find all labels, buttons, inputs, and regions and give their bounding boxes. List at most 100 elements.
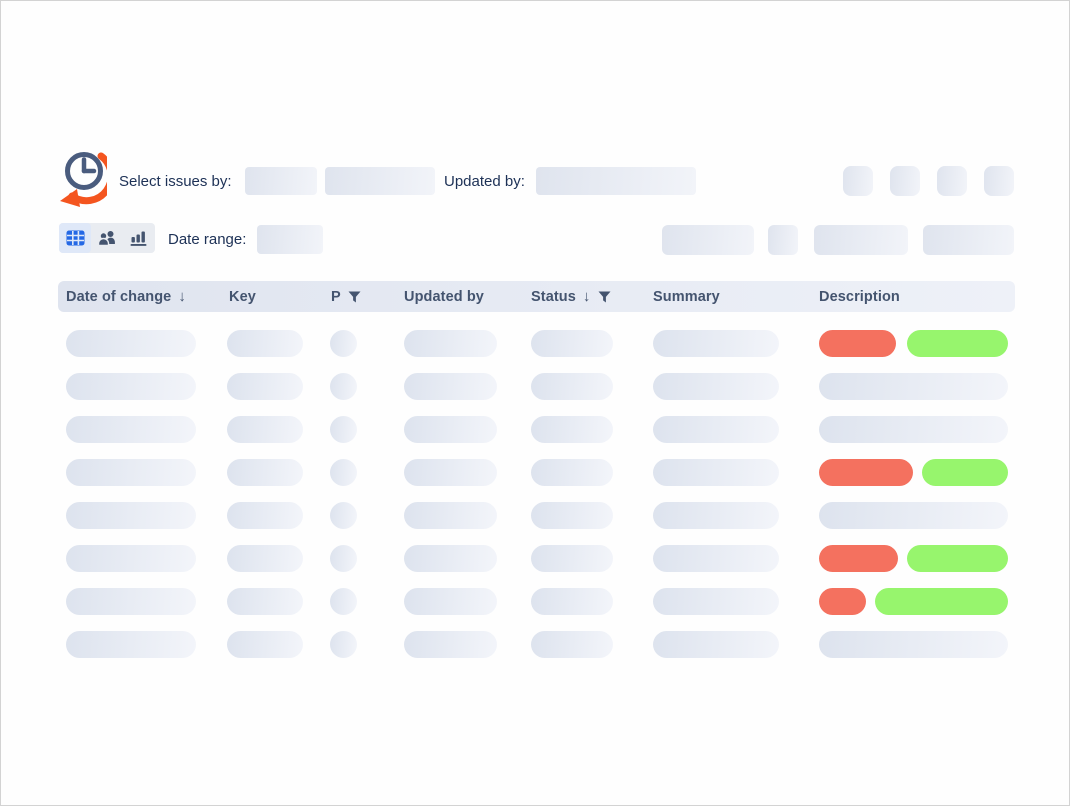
skeleton-priority (330, 631, 357, 658)
column-header-date-of-change[interactable]: Date of change ↓ (66, 281, 186, 312)
column-header-updated-by[interactable]: Updated by (404, 281, 484, 312)
date-range-label: Date range: (168, 230, 247, 248)
skeleton-status (531, 502, 613, 529)
skeleton-status (531, 330, 613, 357)
table-row (1, 588, 1069, 615)
skeleton-key (227, 588, 303, 615)
sort-desc-icon: ↓ (582, 288, 591, 305)
skeleton-updated-by (404, 588, 497, 615)
column-label: Date of change (66, 288, 172, 305)
skeleton-key (227, 502, 303, 529)
description-added-pill (907, 545, 1008, 572)
select-issues-field-skeleton (245, 167, 317, 195)
skeleton-date-of-change (66, 459, 196, 486)
skeleton-date-of-change (66, 545, 196, 572)
skeleton-summary (653, 588, 779, 615)
skeleton-priority (330, 545, 357, 572)
skeleton-summary (653, 545, 779, 572)
description-added-pill (907, 330, 1008, 357)
description-added-pill (875, 588, 1008, 615)
toolbar-button-skeleton (937, 166, 967, 196)
column-label: Key (229, 288, 256, 305)
skeleton-key (227, 545, 303, 572)
skeleton-summary (653, 502, 779, 529)
select-issues-by-label: Select issues by: (119, 172, 232, 190)
skeleton-date-of-change (66, 373, 196, 400)
select-issues-value-skeleton (325, 167, 435, 195)
skeleton-key (227, 373, 303, 400)
skeleton-priority (330, 373, 357, 400)
skeleton-priority (330, 502, 357, 529)
toolbar-button-skeleton (843, 166, 873, 196)
view-toggle-table-button[interactable] (59, 223, 91, 253)
column-header-description[interactable]: Description (819, 281, 900, 312)
skeleton-key (227, 330, 303, 357)
skeleton-summary (653, 416, 779, 443)
filter-funnel-icon[interactable] (348, 291, 361, 303)
table-row (1, 416, 1069, 443)
filter-funnel-icon[interactable] (598, 291, 611, 303)
skeleton-date-of-change (66, 502, 196, 529)
skeleton-date-of-change (66, 631, 196, 658)
column-header-status[interactable]: Status ↓ (531, 281, 611, 312)
skeleton-priority (330, 588, 357, 615)
description-added-pill (922, 459, 1008, 486)
description-removed-pill (819, 588, 866, 615)
control-skeleton (768, 225, 798, 255)
skeleton-status (531, 588, 613, 615)
column-header-summary[interactable]: Summary (653, 281, 720, 312)
toolbar-button-skeleton (890, 166, 920, 196)
updated-by-field-skeleton (536, 167, 696, 195)
column-label: P (331, 288, 341, 305)
skeleton-updated-by (404, 502, 497, 529)
skeleton-updated-by (404, 459, 497, 486)
skeleton-updated-by (404, 545, 497, 572)
skeleton-status (531, 631, 613, 658)
column-header-priority[interactable]: P (331, 281, 361, 312)
skeleton-date-of-change (66, 330, 196, 357)
skeleton-updated-by (404, 631, 497, 658)
skeleton-summary (653, 330, 779, 357)
skeleton-priority (330, 416, 357, 443)
skeleton-updated-by (404, 373, 497, 400)
skeleton-status (531, 373, 613, 400)
table-row (1, 631, 1069, 658)
skeleton-summary (653, 373, 779, 400)
description-removed-pill (819, 459, 913, 486)
column-label: Summary (653, 288, 720, 305)
view-toggle-group (59, 223, 155, 253)
view-toggle-people-button[interactable] (91, 223, 123, 253)
table-row (1, 502, 1069, 529)
skeleton-date-of-change (66, 588, 196, 615)
clock-history-logo-icon (60, 152, 107, 207)
table-grid-icon (66, 230, 84, 246)
column-label: Updated by (404, 288, 484, 305)
skeleton-updated-by (404, 330, 497, 357)
skeleton-updated-by (404, 416, 497, 443)
control-skeleton (814, 225, 908, 255)
updated-by-label: Updated by: (444, 172, 525, 190)
skeleton-description (819, 416, 1008, 443)
table-row (1, 373, 1069, 400)
sort-desc-icon: ↓ (178, 288, 186, 305)
skeleton-key (227, 416, 303, 443)
skeleton-key (227, 631, 303, 658)
skeleton-priority (330, 330, 357, 357)
column-header-key[interactable]: Key (229, 281, 256, 312)
skeleton-key (227, 459, 303, 486)
skeleton-description (819, 631, 1008, 658)
date-range-field-skeleton (257, 225, 323, 254)
people-icon (97, 231, 115, 246)
table-row (1, 545, 1069, 572)
skeleton-summary (653, 459, 779, 486)
view-toggle-chart-button[interactable] (123, 223, 155, 253)
control-skeleton (923, 225, 1014, 255)
description-removed-pill (819, 545, 898, 572)
column-label: Description (819, 288, 900, 305)
column-label: Status (531, 288, 576, 305)
description-removed-pill (819, 330, 896, 357)
bar-chart-icon (130, 231, 147, 246)
skeleton-summary (653, 631, 779, 658)
skeleton-status (531, 459, 613, 486)
